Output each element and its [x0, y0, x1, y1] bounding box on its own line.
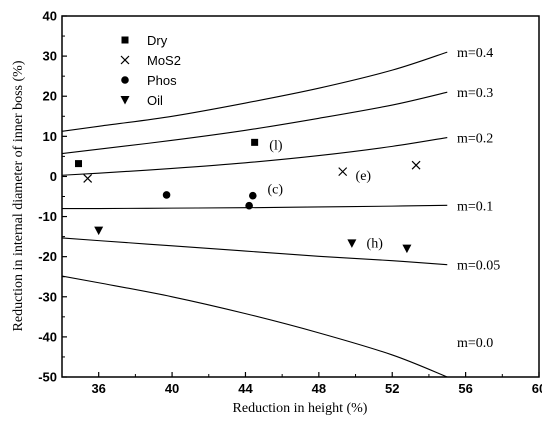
legend-marker-dry [121, 36, 129, 44]
annotation-label: (h) [367, 237, 384, 252]
legend-marker-phos [121, 76, 129, 84]
y-tick-label: -10 [38, 209, 57, 224]
legend-label-dry: Dry [147, 33, 168, 48]
curve-label-m-0-0: m=0.0 [457, 336, 493, 351]
point-dry [251, 138, 259, 146]
curve-label-m-0-05: m=0.05 [457, 259, 500, 274]
curve-label-m-0-4: m=0.4 [457, 46, 493, 61]
y-tick-label: 20 [43, 89, 57, 104]
curve-m-0-0 [62, 275, 448, 377]
y-tick-label: -50 [38, 370, 57, 385]
point-oil [402, 244, 412, 254]
y-tick-label: 10 [43, 129, 57, 144]
x-axis-label: Reduction in height (%) [233, 401, 368, 416]
point-phos [245, 201, 253, 210]
point-oil [94, 226, 104, 236]
point-phos [249, 191, 257, 200]
legend-label-mos2: MoS2 [147, 53, 181, 68]
y-tick-label: -30 [38, 289, 57, 304]
y-tick-label: -40 [38, 329, 57, 344]
legend-label-oil: Oil [147, 93, 163, 108]
legend-marker-oil [120, 96, 130, 105]
annotation-label: (e) [356, 169, 372, 184]
annotation-label: (c) [267, 182, 283, 197]
x-tick-label: 56 [458, 381, 472, 396]
point-dry [75, 160, 83, 168]
x-tick-label: 44 [238, 381, 253, 396]
y-tick-label: 40 [43, 9, 57, 24]
legend: Dry MoS2 Phos Oil [120, 33, 181, 108]
annotation-label: (l) [269, 138, 283, 153]
curve-m-0-3 [62, 91, 448, 155]
y-axis-label: Reduction in internal diameter of inner … [11, 60, 26, 331]
point-mos2 [411, 160, 421, 170]
curve-m-0-4 [62, 51, 448, 132]
legend-label-phos: Phos [147, 73, 177, 88]
y-tick-label: -20 [38, 249, 57, 264]
curve-m-0-2 [62, 136, 448, 176]
x-tick-label: 36 [91, 381, 105, 396]
point-phos [162, 191, 171, 199]
curve-label-m-0-1: m=0.1 [457, 199, 493, 214]
legend-marker-mos2 [120, 55, 130, 65]
point-mos2 [338, 167, 348, 177]
curve-m-0-1 [62, 204, 448, 210]
x-tick-label: 40 [165, 381, 179, 396]
curve-label-m-0-3: m=0.3 [457, 86, 493, 101]
y-tick-label: 0 [50, 169, 57, 184]
point-mos2 [83, 174, 93, 183]
curve-m-0-05 [62, 237, 448, 266]
point-oil [347, 239, 357, 248]
curve-label-m-0-2: m=0.2 [457, 132, 493, 147]
y-tick-label: 30 [43, 49, 57, 64]
plot-frame [61, 15, 540, 378]
x-tick-label: 52 [385, 381, 399, 396]
x-tick-label: 48 [312, 381, 326, 396]
x-tick-label: 60 [532, 381, 542, 396]
